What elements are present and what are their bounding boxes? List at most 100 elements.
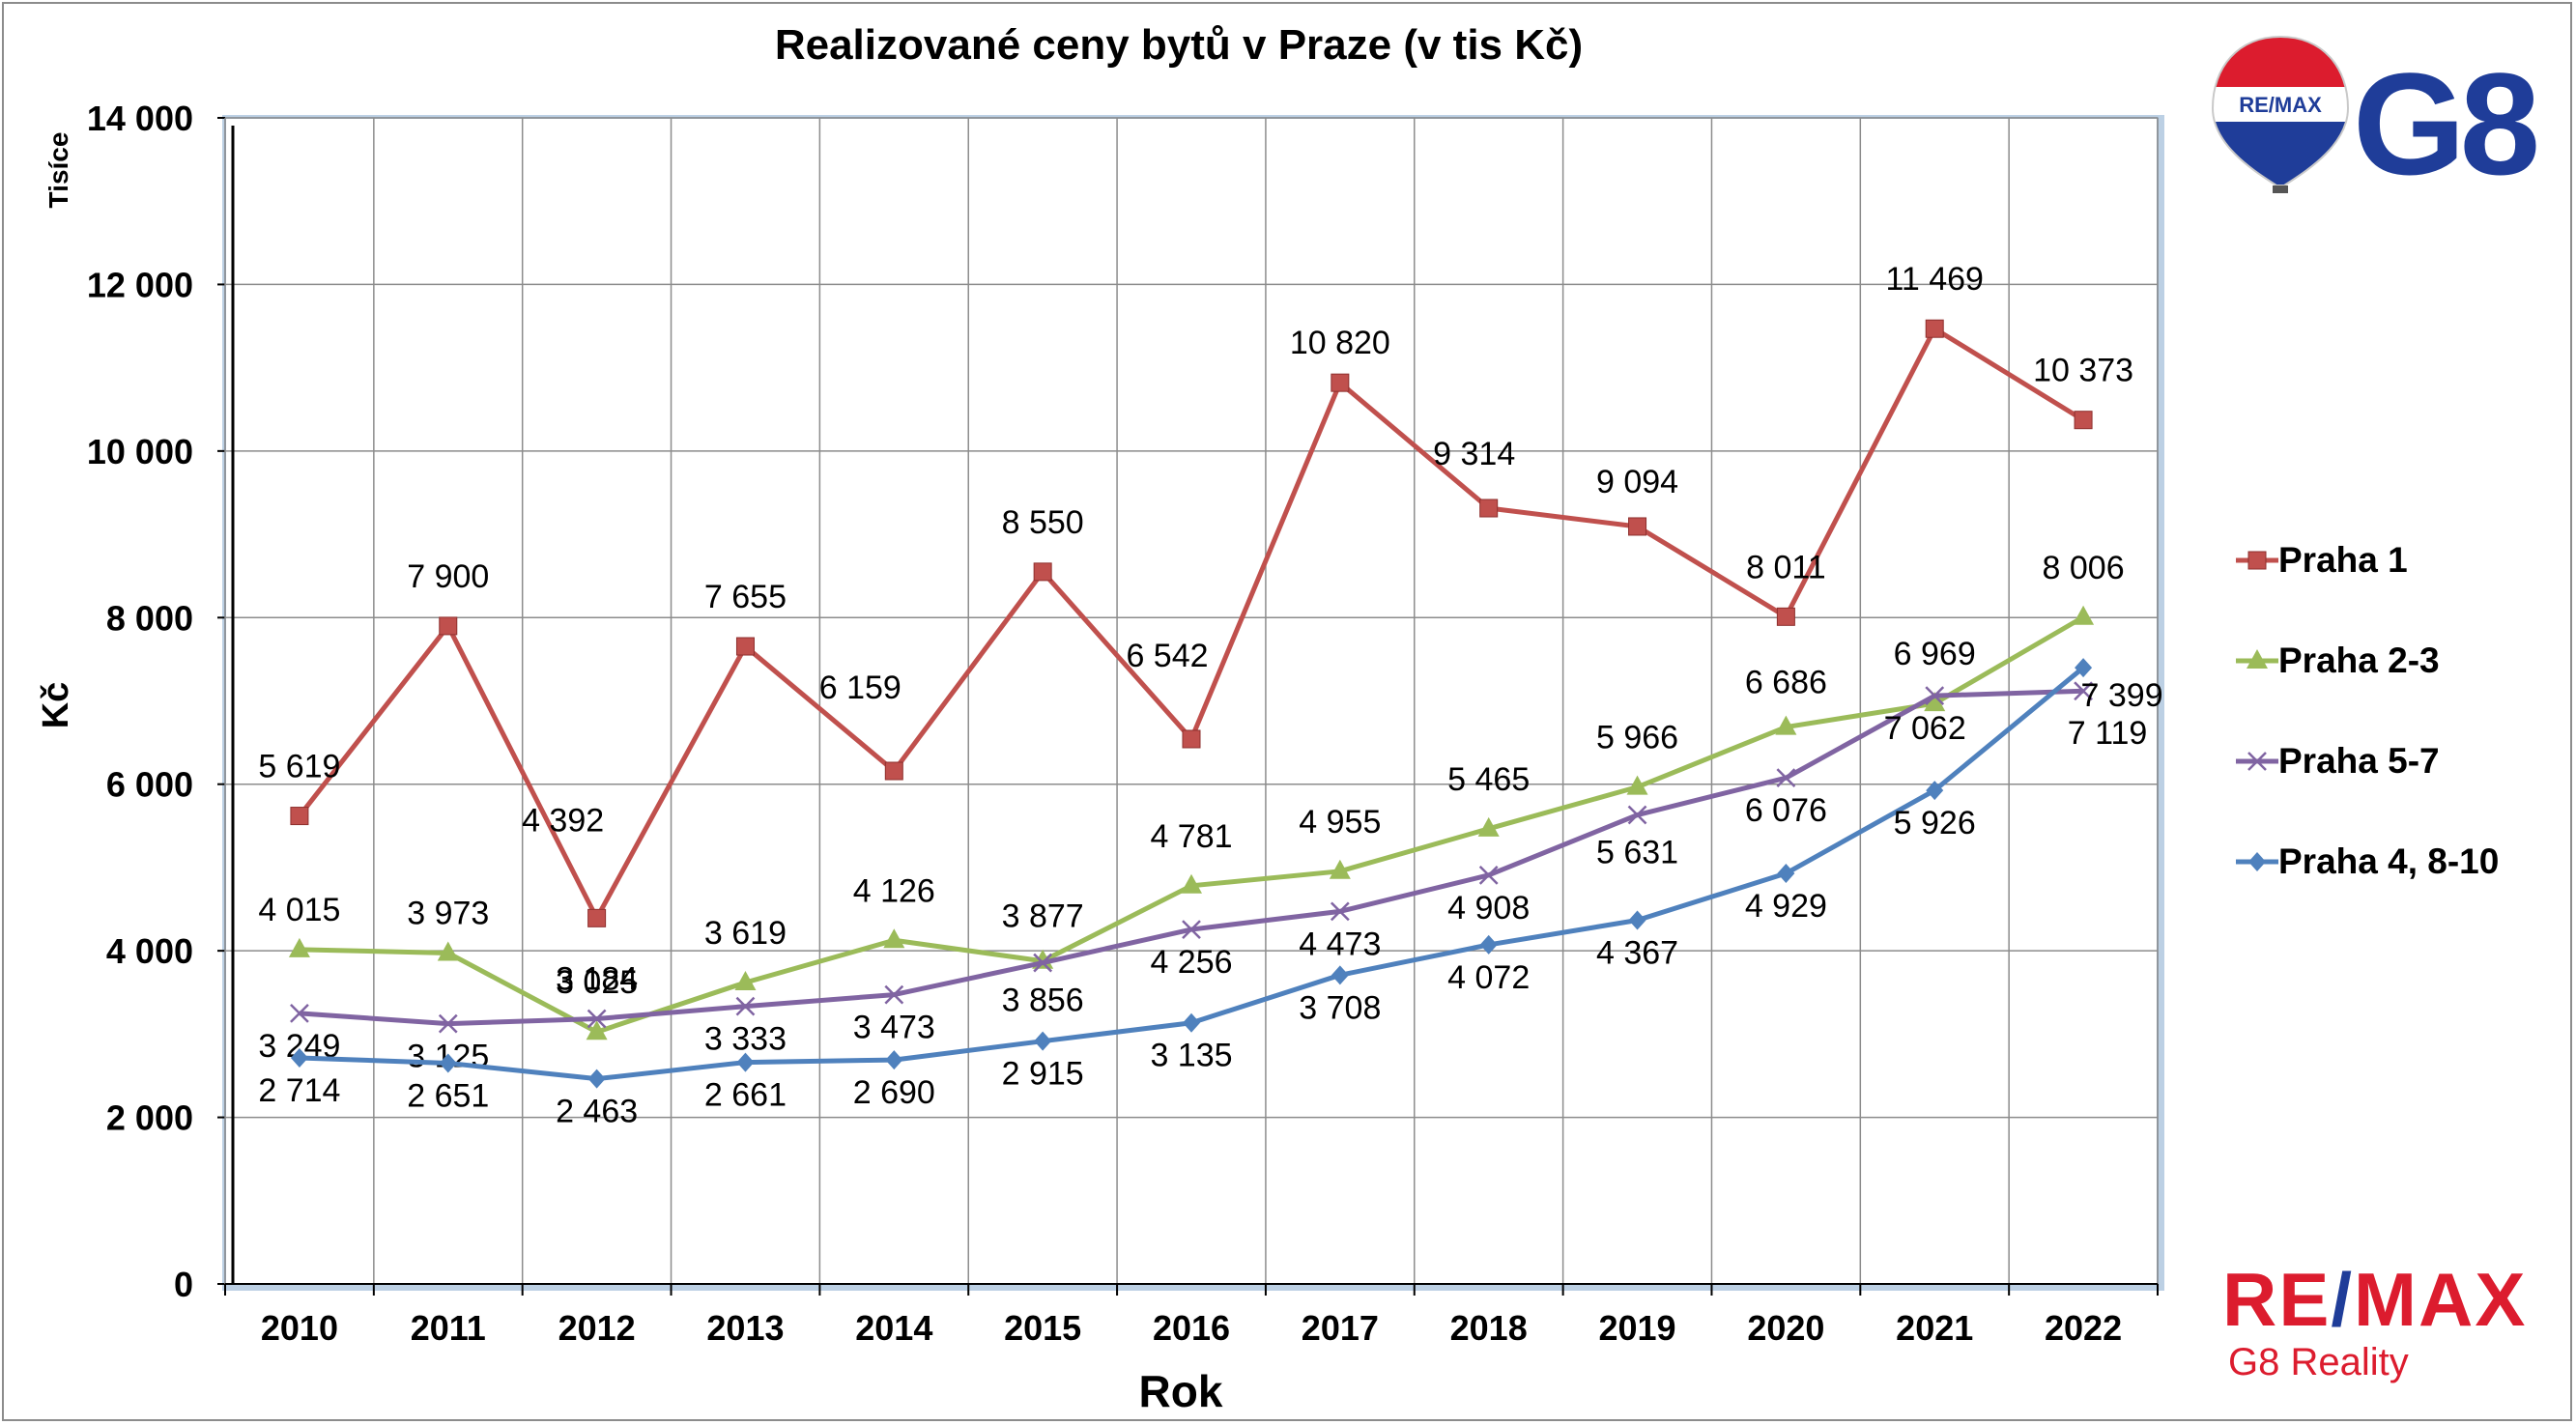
data-label: 2 463 xyxy=(556,1094,638,1130)
y-tick-label: 12 000 xyxy=(87,265,193,304)
data-point xyxy=(1183,1012,1200,1033)
legend-item: Praha 1 xyxy=(2234,541,2543,641)
data-point xyxy=(587,1009,607,1029)
data-label: 5 631 xyxy=(1596,835,1678,871)
data-label: 3 025 xyxy=(556,964,638,1001)
balloon-icon: RE/MAX xyxy=(2211,35,2350,193)
data-label: 7 900 xyxy=(407,558,489,595)
balloon-brand-text: RE/MAX xyxy=(2239,93,2322,117)
data-point xyxy=(438,1013,458,1034)
x-tick-label: 2018 xyxy=(1450,1308,1528,1348)
legend-swatch xyxy=(2236,752,2278,771)
data-label: 4 367 xyxy=(1596,935,1678,972)
data-point xyxy=(1181,873,1202,894)
remax-subtitle: G8 Reality xyxy=(2228,1341,2409,1383)
data-label: 4 072 xyxy=(1447,959,1530,996)
data-point xyxy=(587,908,607,927)
data-point xyxy=(1776,607,1795,626)
data-point xyxy=(288,937,310,957)
x-axis-label: Rok xyxy=(1139,1366,1223,1416)
data-label: 3 619 xyxy=(704,915,787,952)
y-tick-label: 8 000 xyxy=(106,598,193,638)
y-tick-label: 14 000 xyxy=(87,99,193,138)
data-label: 5 926 xyxy=(1894,805,1976,841)
x-tick-label: 2017 xyxy=(1302,1308,1379,1348)
data-point xyxy=(1330,901,1350,922)
data-point xyxy=(1479,499,1499,518)
y-unit-label: Tisíce xyxy=(43,132,73,209)
data-point xyxy=(439,616,458,636)
y-tick-label: 0 xyxy=(174,1265,193,1304)
y-tick-label: 10 000 xyxy=(87,432,193,471)
data-label: 4 955 xyxy=(1299,804,1381,841)
legend-label: Praha 2-3 xyxy=(2278,641,2440,680)
data-label: 10 820 xyxy=(1290,325,1390,361)
data-point xyxy=(1479,934,1498,955)
series-praha-4-8-10: 2 714 2 651 2 463 2 661 2 690 2 915 3 135 3 708… xyxy=(258,658,2163,1130)
y-tick-label: 2 000 xyxy=(106,1098,193,1138)
legend-swatch xyxy=(2236,551,2278,570)
y-axis-label: Kč xyxy=(36,682,76,729)
data-point xyxy=(735,637,755,656)
x-tick-label: 2020 xyxy=(1747,1308,1824,1348)
data-label: 6 969 xyxy=(1894,636,1976,672)
data-label: 9 094 xyxy=(1596,464,1678,500)
legend-swatch xyxy=(2236,852,2278,871)
data-point xyxy=(1628,910,1646,930)
data-label: 11 469 xyxy=(1885,261,1983,298)
x-tick-label: 2021 xyxy=(1896,1308,1973,1348)
data-point xyxy=(2075,658,2093,678)
remax-g8-reality-logo: RE/MAX G8 Reality xyxy=(2222,1256,2551,1391)
data-point xyxy=(1776,768,1796,788)
data-label: 4 473 xyxy=(1299,926,1381,962)
data-label: 8 006 xyxy=(2043,550,2125,586)
data-point xyxy=(1331,965,1349,985)
data-point xyxy=(1626,775,1648,795)
data-label: 4 126 xyxy=(853,872,935,909)
data-point xyxy=(437,941,459,961)
data-point xyxy=(736,1052,755,1072)
data-label: 6 159 xyxy=(819,670,902,706)
x-tick-label: 2014 xyxy=(855,1308,932,1348)
data-label: 3 135 xyxy=(1150,1038,1232,1074)
data-point xyxy=(883,928,905,949)
data-point xyxy=(735,996,756,1016)
data-label: 3 856 xyxy=(1002,983,1084,1019)
x-tick-label: 2015 xyxy=(1004,1308,1081,1348)
legend: Praha 1 Praha 2-3 Praha 5-7 Praha 4, 8-10 xyxy=(2234,541,2543,943)
y-tick-label: 6 000 xyxy=(106,765,193,805)
data-point xyxy=(2074,411,2093,430)
data-label: 4 392 xyxy=(522,802,604,839)
remax-g8-logo: RE/MAX G8 xyxy=(2203,29,2551,205)
series-praha-1: 5 619 7 900 4 392 7 655 6 159 8 550 6 542 10 82… xyxy=(258,261,2133,927)
data-label: 7 655 xyxy=(704,579,787,615)
legend-item: Praha 4, 8-10 xyxy=(2234,842,2543,943)
legend-label: Praha 1 xyxy=(2278,540,2408,580)
chart-title: Realizované ceny bytů v Praze (v tis Kč) xyxy=(775,21,1583,69)
plot-area xyxy=(224,117,2159,1285)
data-point xyxy=(290,1048,308,1069)
legend-label: Praha 5-7 xyxy=(2278,741,2440,781)
data-point xyxy=(586,1020,608,1040)
data-label: 7 399 xyxy=(2081,677,2163,714)
data-label: 3 708 xyxy=(1299,989,1381,1026)
data-point xyxy=(1925,319,1944,338)
data-point xyxy=(1924,692,1946,712)
data-label: 2 714 xyxy=(258,1072,340,1109)
legend-item: Praha 2-3 xyxy=(2234,641,2543,742)
data-label: 8 550 xyxy=(1002,504,1084,541)
data-point xyxy=(1627,805,1647,825)
x-tick-label: 2010 xyxy=(261,1308,338,1348)
data-label: 3 973 xyxy=(407,895,489,931)
data-point xyxy=(290,1004,309,1023)
data-label: 6 686 xyxy=(1745,665,1827,701)
data-point xyxy=(885,1050,903,1070)
data-label: 5 619 xyxy=(258,749,340,785)
data-point xyxy=(734,970,757,990)
data-point xyxy=(1182,920,1201,939)
x-tick-label: 2022 xyxy=(2045,1308,2122,1348)
data-label: 2 661 xyxy=(704,1077,787,1114)
legend-label: Praha 4, 8-10 xyxy=(2278,841,2500,881)
legend-marker xyxy=(2247,551,2267,570)
